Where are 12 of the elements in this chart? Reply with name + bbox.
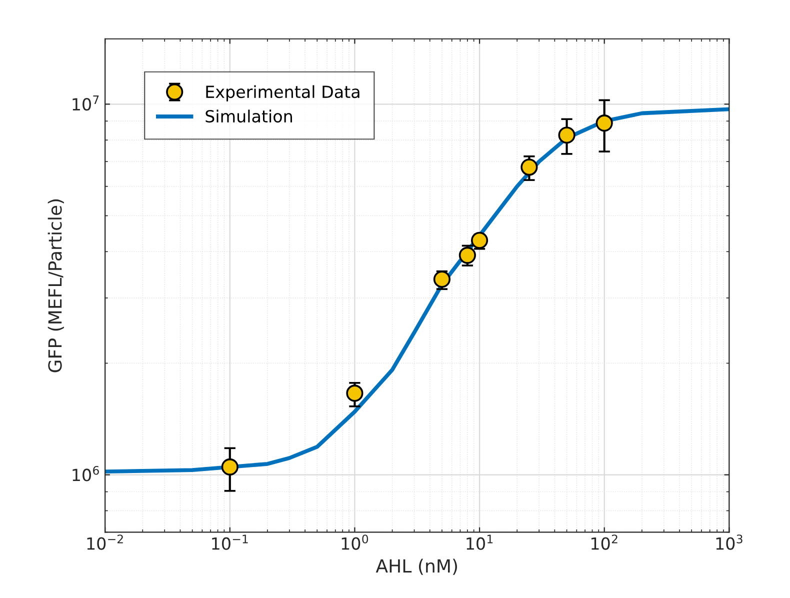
x-tick-label: 10$^{−1}$ — [212, 534, 248, 550]
y-tick-label: 10$^{7}$ — [72, 95, 99, 111]
x-tick-label: 10$^{3}$ — [716, 534, 742, 550]
x-axis-title: AHL (nM) — [376, 558, 457, 575]
legend-label: Experimental Data — [206, 85, 360, 102]
y-tick-label: 10$^{6}$ — [72, 466, 99, 482]
y-axis-title: GFP (MEFL/Particle) — [48, 199, 64, 372]
x-tick-label: 10$^{0}$ — [342, 534, 368, 550]
x-tick-label: 10$^{2}$ — [592, 534, 618, 550]
x-tick-label: 10$^{−2}$ — [87, 534, 123, 550]
x-tick-label: 10$^{1}$ — [466, 534, 493, 550]
legend-label: Simulation — [206, 110, 292, 123]
